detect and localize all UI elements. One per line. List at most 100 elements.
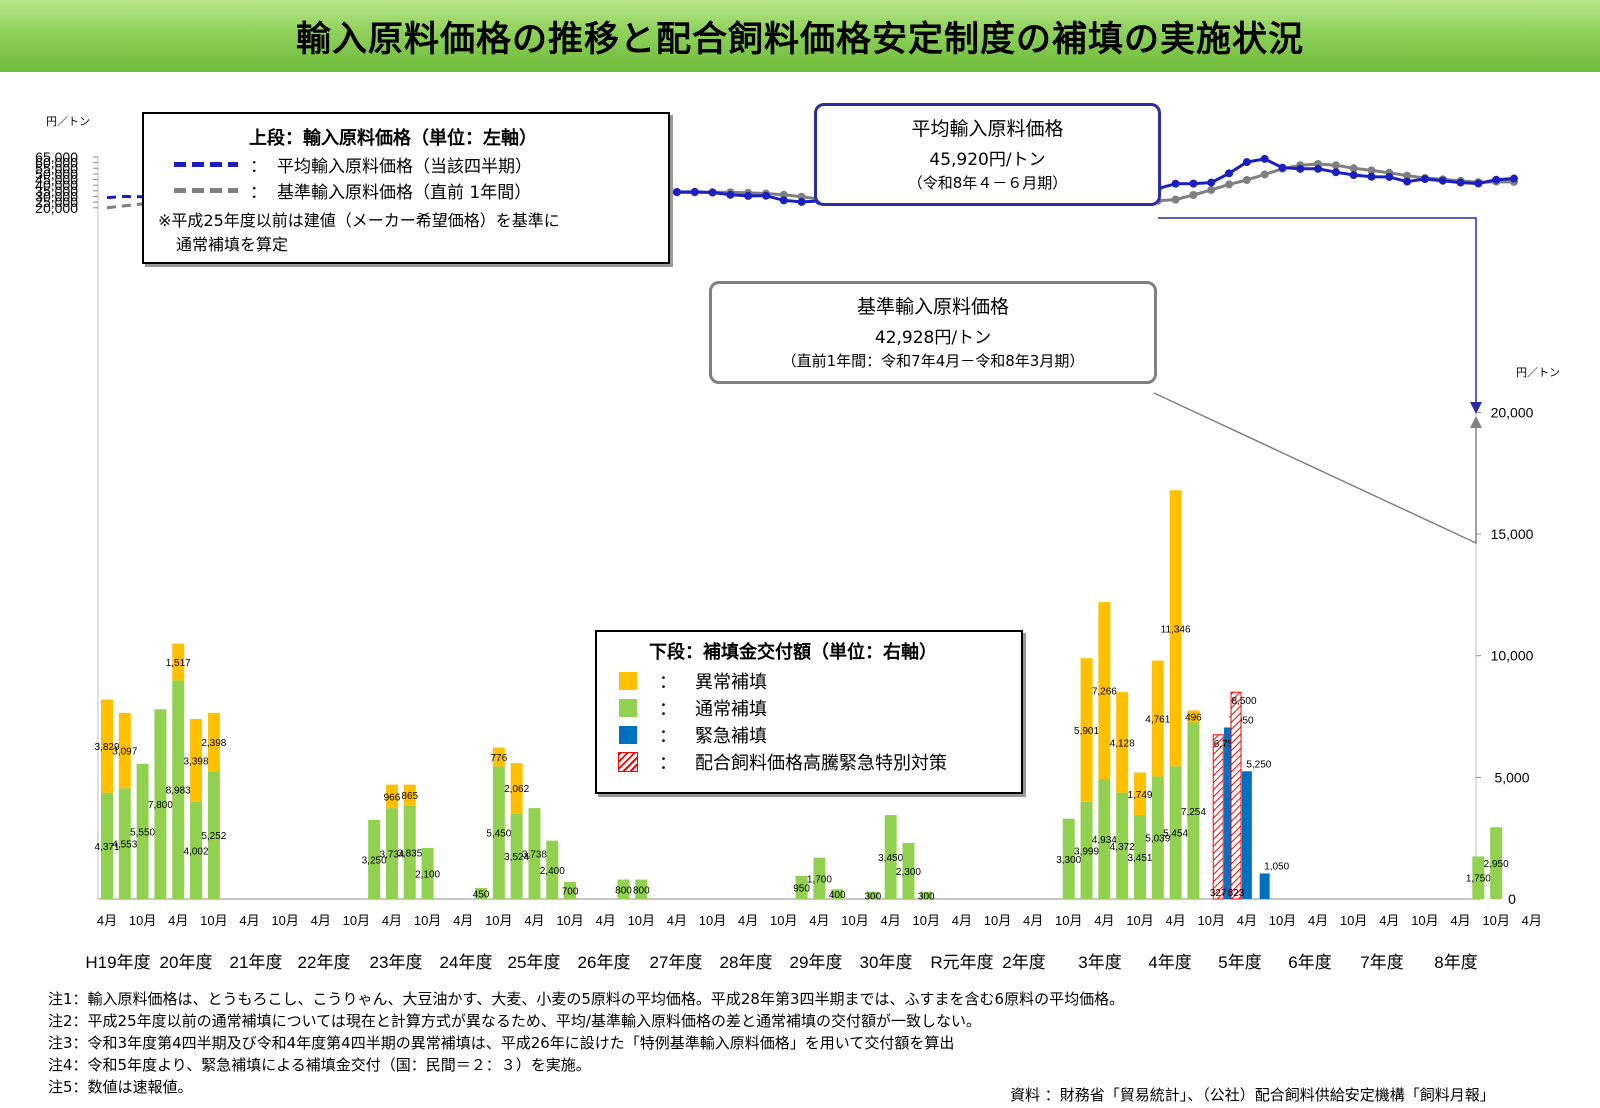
bar-abnormal-value: 496 xyxy=(1185,712,1202,723)
legend-emergency-row: ： 緊急補填 xyxy=(619,722,767,748)
bar-normal xyxy=(1133,815,1146,899)
bar-abnormal-value: 4,761 xyxy=(1145,714,1170,725)
bar-abnormal xyxy=(1080,658,1093,802)
x-month-label: 4月 xyxy=(596,913,616,928)
line-average-price-point xyxy=(1207,178,1216,187)
legend-prices-note: ※平成25年度以前は建値（メーカー希望価格）を基準に 通常補填を算定 xyxy=(158,209,560,257)
bar-abnormal-value: 865 xyxy=(401,791,418,802)
callout-avg-connector xyxy=(1158,217,1477,402)
x-year-label: 2年度 xyxy=(1002,953,1045,972)
line-average-price-point xyxy=(779,196,788,205)
legend-abnormal-colon: ： xyxy=(659,672,677,693)
x-month-label: 10月 xyxy=(1055,913,1082,928)
left-axis-unit: 円／トン xyxy=(46,115,90,128)
page-title: 輸入原料価格の推移と配合飼料価格安定制度の補填の実施状況 xyxy=(295,19,1304,60)
x-month-label: 4月 xyxy=(168,913,188,928)
legend-abnormal-label: 異常補填 xyxy=(695,672,767,693)
x-month-label: 10月 xyxy=(1482,913,1509,928)
bar-normal xyxy=(528,808,541,899)
x-year-label: 22年度 xyxy=(298,953,351,972)
line-average-price-point xyxy=(1474,179,1483,188)
bar-normal-value: 4,934 xyxy=(1092,835,1117,846)
bar-normal-value: 800 xyxy=(633,885,650,896)
bar-normal xyxy=(403,805,416,899)
bar-normal-value: 5,454 xyxy=(1163,829,1188,840)
bar-special-value: 6,750 xyxy=(1214,739,1239,750)
bar-normal xyxy=(546,840,559,899)
x-year-label: 4年度 xyxy=(1148,953,1191,972)
bar-normal xyxy=(368,819,381,899)
x-month-label: 4月 xyxy=(952,913,972,928)
x-month-label: 10月 xyxy=(628,913,655,928)
x-month-label: 4月 xyxy=(1094,913,1114,928)
bar-normal xyxy=(190,801,203,899)
bar-normal-value: 3,451 xyxy=(1127,853,1152,864)
x-year-label: R元年度 xyxy=(930,953,993,972)
x-year-label: 25年度 xyxy=(508,953,561,972)
x-month-label: 10月 xyxy=(699,913,726,928)
line-base-price-point xyxy=(1171,195,1180,204)
x-year-label: 24年度 xyxy=(440,953,493,972)
x-month-label: 4月 xyxy=(1379,913,1399,928)
x-month-label: 4月 xyxy=(1165,913,1185,928)
bar-normal-value: 7,254 xyxy=(1181,807,1206,818)
bar-abnormal xyxy=(1187,710,1200,723)
bar-normal-value: 3,734 xyxy=(379,850,404,861)
line-average-price-point xyxy=(1456,178,1465,187)
bar-normal-value: 2,950 xyxy=(1484,859,1509,870)
left-tick-label: 50,000 xyxy=(35,166,78,182)
bar-special-bottom-value: 623 xyxy=(1228,888,1245,899)
footnote-2: 注2：平成25年度以前の通常補填については現在と計算方式が異なるため、平均/基準… xyxy=(48,1012,981,1030)
callout-base-period: （直前1年間：令和7年4月－令和8年3月期） xyxy=(781,352,1085,370)
line-average-price-point xyxy=(1420,174,1429,183)
line-average-price-point xyxy=(1314,164,1323,173)
callout-base-connector xyxy=(1153,392,1477,545)
left-tick-label: 35,000 xyxy=(35,183,78,199)
x-year-label: 3年度 xyxy=(1078,953,1121,972)
line-average-price-point xyxy=(1509,174,1518,183)
legend-subsidy-heading: 下段：補填金交付額（単位：右軸） xyxy=(649,642,937,663)
legend-special-swatch xyxy=(618,752,638,772)
bar-normal-value: 3,999 xyxy=(1074,846,1099,857)
bar-normal xyxy=(1472,856,1485,899)
line-average-price-point xyxy=(744,191,753,200)
legend-note-line2: 通常補填を算定 xyxy=(176,235,289,254)
legend-special-colon: ： xyxy=(659,753,677,774)
x-month-label: 10月 xyxy=(129,913,156,928)
bar-normal-value: 4,372 xyxy=(1110,842,1135,853)
x-month-label: 10月 xyxy=(556,913,583,928)
legend-emergency-colon: ： xyxy=(659,726,677,747)
callout-average-price: 平均輸入原料価格 45,920円/トン （令和8年４－６月期） xyxy=(814,103,1161,206)
x-month-label: 10月 xyxy=(343,913,370,928)
bar-abnormal-value: 3,097 xyxy=(112,747,137,758)
bar-normal xyxy=(635,879,648,899)
left-tick-label: 45,000 xyxy=(35,172,78,188)
bar-abnormal xyxy=(172,643,185,681)
bar-abnormal-value: 1,517 xyxy=(166,658,191,669)
bar-special xyxy=(1230,691,1242,900)
bar-normal-value: 1,700 xyxy=(807,874,832,885)
legend-special-row: ： 配合飼料価格高騰緊急特別対策 xyxy=(618,749,947,775)
x-month-label: 4月 xyxy=(453,913,473,928)
x-month-label: 4月 xyxy=(738,913,758,928)
left-tick-label: 65,000 xyxy=(35,149,78,165)
bar-normal-value: 950 xyxy=(793,883,810,894)
bar-normal-value: 3,300 xyxy=(1056,855,1081,866)
x-month-label: 4月 xyxy=(239,913,259,928)
x-year-label: 23年度 xyxy=(370,953,423,972)
line-average-price-point xyxy=(1171,179,1180,188)
bar-normal-value: 2,300 xyxy=(896,867,921,878)
line-average-price-point xyxy=(761,191,770,200)
bar-abnormal xyxy=(385,784,398,809)
bar-abnormal-value: 7,266 xyxy=(1092,687,1117,698)
x-month-label: 10月 xyxy=(841,913,868,928)
right-tick-label: 0 xyxy=(1508,891,1516,907)
bar-normal xyxy=(421,847,434,899)
bar-normal-value: 2,100 xyxy=(415,869,440,880)
bar-normal xyxy=(172,680,185,899)
bar-normal xyxy=(1098,778,1111,899)
bar-normal xyxy=(101,792,113,899)
bar-normal-value: 3,835 xyxy=(397,848,422,859)
bar-emergency xyxy=(1224,727,1235,899)
legend-base-label: 基準輸入原料価格（直前 1年間） xyxy=(277,183,532,203)
